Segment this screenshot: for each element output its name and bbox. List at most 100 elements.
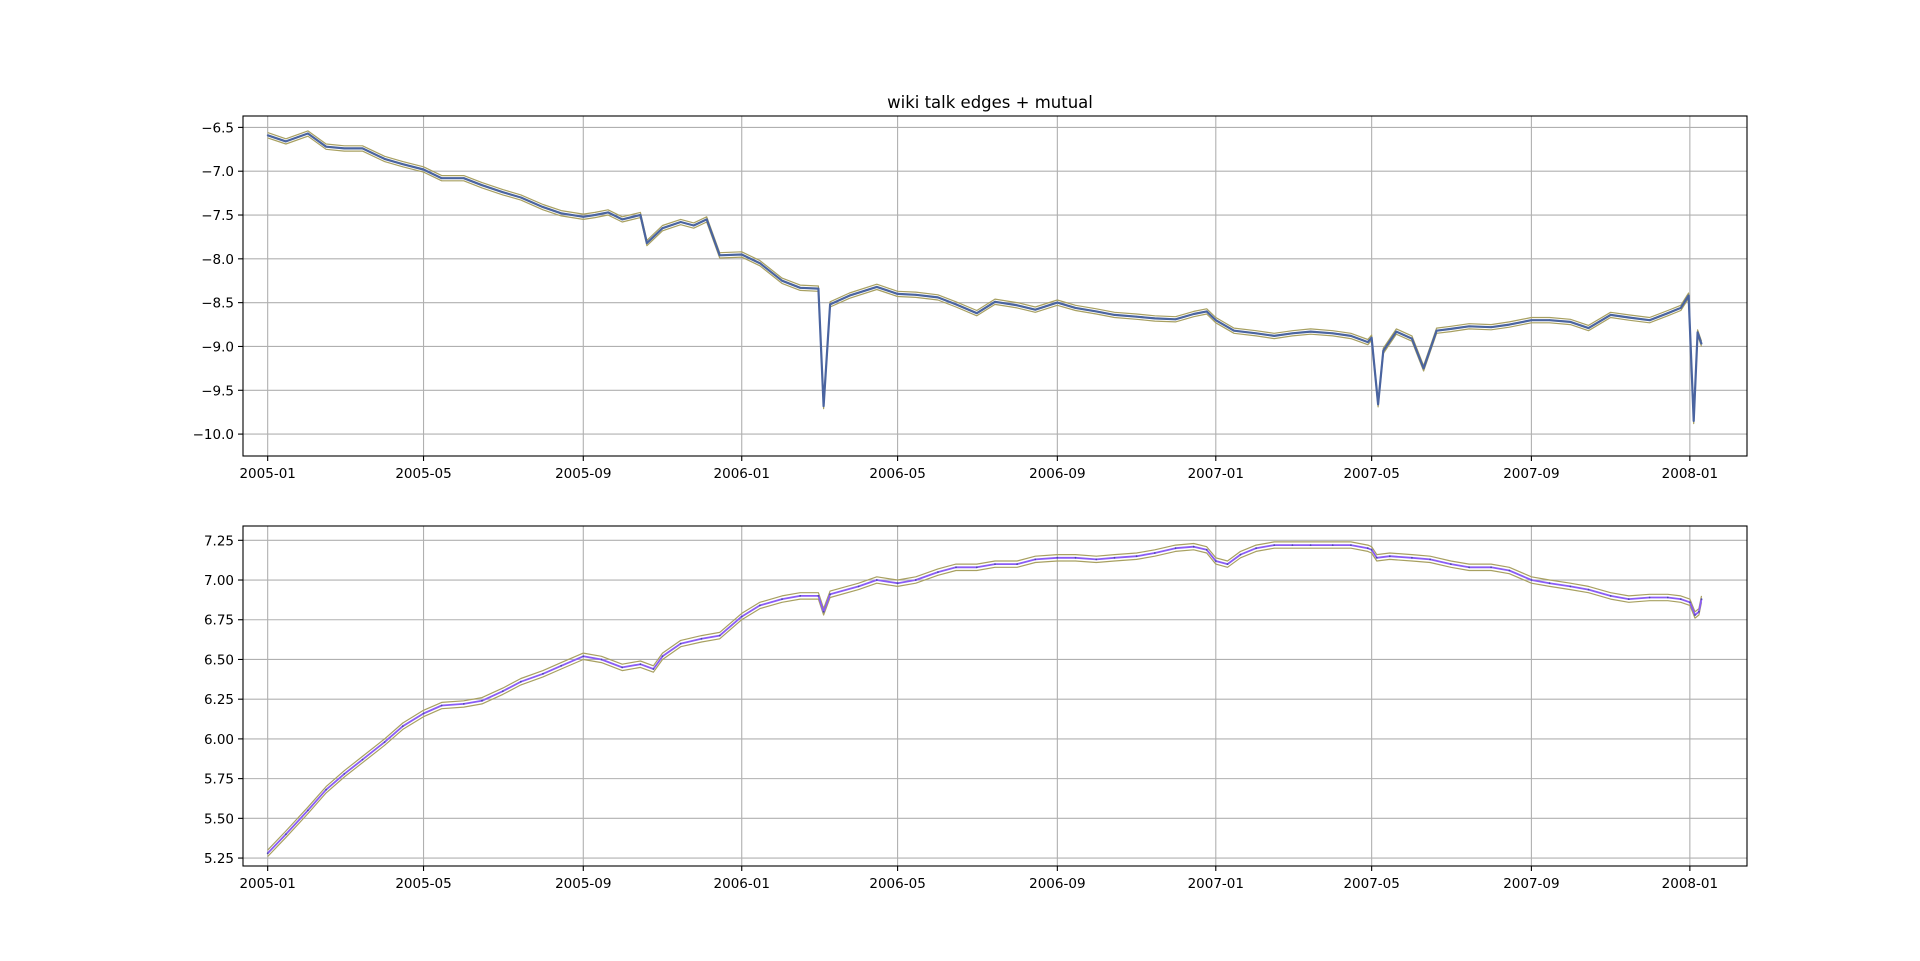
data-point (718, 634, 721, 637)
data-point (740, 253, 743, 256)
data-point (914, 579, 917, 581)
data-point (1016, 563, 1018, 565)
data-point (1350, 544, 1352, 546)
data-point (975, 566, 978, 569)
data-point (1375, 556, 1378, 559)
data-point (1450, 328, 1452, 330)
data-point (582, 215, 585, 218)
data-point (652, 668, 655, 670)
data-point (994, 563, 996, 565)
data-point (1468, 566, 1470, 569)
axes-frame (242, 525, 1748, 867)
data-point (440, 704, 443, 707)
data-point (501, 191, 504, 194)
data-point (1214, 560, 1217, 562)
data-point (1609, 595, 1612, 597)
data-point (607, 211, 609, 214)
data-point (1411, 337, 1413, 340)
data-point (914, 293, 917, 296)
data-point (594, 214, 596, 216)
data-point (1696, 331, 1699, 334)
y-tick-label: −7.0 (201, 164, 234, 180)
data-point (422, 168, 425, 171)
data-point (1239, 553, 1242, 556)
data-point (501, 690, 504, 693)
data-point (1508, 323, 1511, 326)
data-point (1153, 552, 1156, 554)
x-tick-label: 2005-09 (555, 876, 611, 892)
x-tick-label: 2005-01 (239, 466, 295, 482)
data-point (307, 132, 309, 135)
data-point (1113, 556, 1116, 559)
data-point (401, 163, 404, 166)
data-point (1700, 342, 1703, 345)
x-tick-label: 2007-09 (1503, 876, 1559, 892)
data-point (520, 196, 522, 199)
data-point (1548, 319, 1551, 322)
data-point (1074, 556, 1077, 559)
y-tick-label: 5.50 (204, 811, 234, 827)
y-tick-label: −9.0 (201, 339, 234, 355)
data-point (781, 279, 783, 282)
data-point (1490, 326, 1492, 329)
axes-frame (242, 115, 1748, 457)
data-point (1411, 556, 1413, 559)
data-point (1366, 341, 1369, 343)
y-tick-label: 5.25 (204, 851, 234, 867)
data-point (1468, 325, 1470, 328)
data-point (1074, 307, 1077, 309)
data-point (718, 254, 721, 257)
y-tick-label: −8.5 (201, 296, 234, 312)
data-point (1370, 336, 1373, 339)
data-point (1700, 598, 1703, 600)
x-tick-label: 2008-01 (1662, 466, 1718, 482)
data-point (462, 703, 465, 705)
data-point (481, 184, 483, 187)
data-point (621, 666, 624, 669)
data-point (1548, 582, 1551, 585)
data-point (307, 809, 309, 812)
upper-band-line (267, 130, 1703, 419)
data-point (1627, 316, 1630, 319)
data-point (848, 294, 851, 297)
data-point (266, 852, 269, 855)
lower-band-line (267, 547, 1703, 857)
data-point (829, 593, 831, 596)
x-tick-label: 2005-09 (555, 466, 611, 482)
data-point (1530, 319, 1533, 322)
data-point (1192, 313, 1195, 315)
data-point (896, 293, 899, 295)
data-point (520, 680, 522, 683)
data-point (692, 224, 695, 227)
data-point (1291, 544, 1294, 546)
data-point (1377, 403, 1379, 406)
data-point (1113, 314, 1116, 316)
y-tick-label: 6.75 (204, 613, 234, 629)
x-tick-label: 2007-01 (1188, 876, 1244, 892)
data-point (1174, 547, 1177, 550)
data-point (1692, 420, 1695, 422)
data-point (361, 758, 364, 761)
bottom-panel: 2005-01 2005-05 2005-09 2006-01 2006-05 2006-… (204, 525, 1748, 892)
data-point (343, 773, 346, 775)
data-point (875, 579, 878, 581)
data-point (1609, 314, 1612, 316)
data-point (1135, 315, 1138, 318)
data-point (401, 725, 404, 728)
data-point (740, 615, 743, 618)
data-point (1388, 555, 1391, 558)
data-point (661, 655, 664, 658)
lower-band-line (267, 135, 1703, 425)
data-point (817, 287, 820, 290)
x-tick-label: 2008-01 (1662, 876, 1718, 892)
data-point (325, 145, 327, 148)
data-point (799, 595, 802, 597)
y-tick-label: 7.25 (204, 533, 234, 549)
y-tick-label: 6.00 (204, 732, 234, 748)
y-tick-label: −8.0 (201, 252, 234, 268)
data-point (1309, 544, 1312, 546)
data-point (285, 833, 287, 836)
y-tick-label: −9.5 (201, 383, 234, 399)
data-point (1034, 308, 1037, 311)
